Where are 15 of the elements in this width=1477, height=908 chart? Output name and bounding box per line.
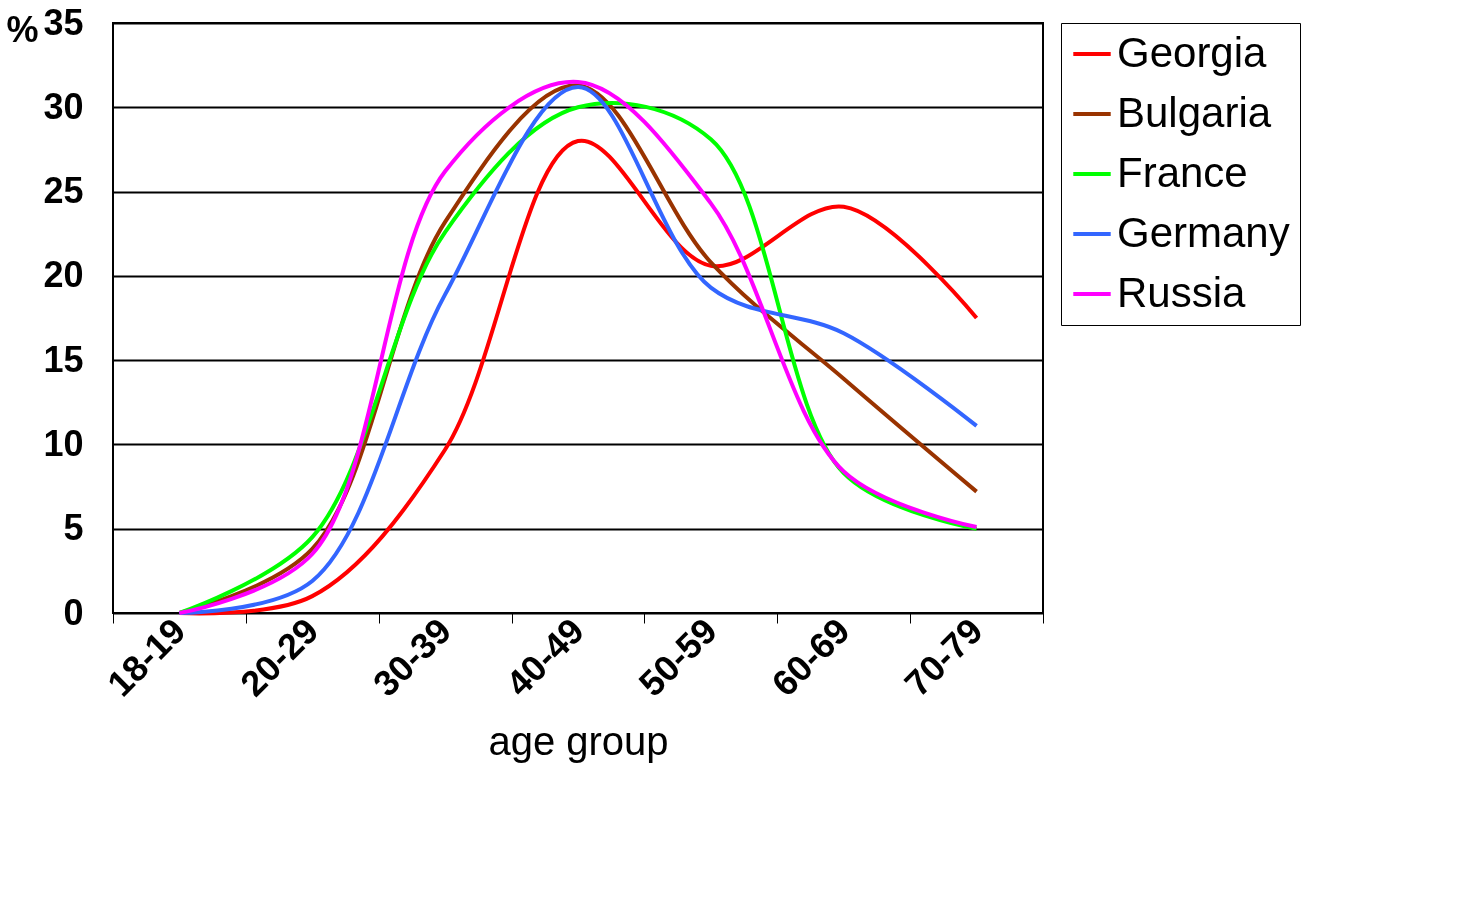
legend-label: France bbox=[1117, 149, 1248, 196]
y-tick-label: 30 bbox=[43, 85, 84, 127]
y-axis-title: % bbox=[6, 8, 39, 50]
y-tick-label: 15 bbox=[43, 338, 84, 380]
y-tick-label: 25 bbox=[43, 170, 84, 212]
legend-label: Russia bbox=[1117, 269, 1247, 316]
y-tick-label: 0 bbox=[63, 591, 84, 633]
y-tick-label: 20 bbox=[43, 254, 84, 296]
legend-label: Georgia bbox=[1117, 29, 1268, 76]
legend-label: Germany bbox=[1117, 209, 1290, 256]
y-tick-label: 10 bbox=[43, 422, 84, 464]
legend-label: Bulgaria bbox=[1117, 89, 1272, 136]
y-tick-label: 5 bbox=[63, 507, 84, 549]
x-axis-title: age group bbox=[488, 719, 669, 764]
y-tick-label: 35 bbox=[43, 1, 84, 43]
